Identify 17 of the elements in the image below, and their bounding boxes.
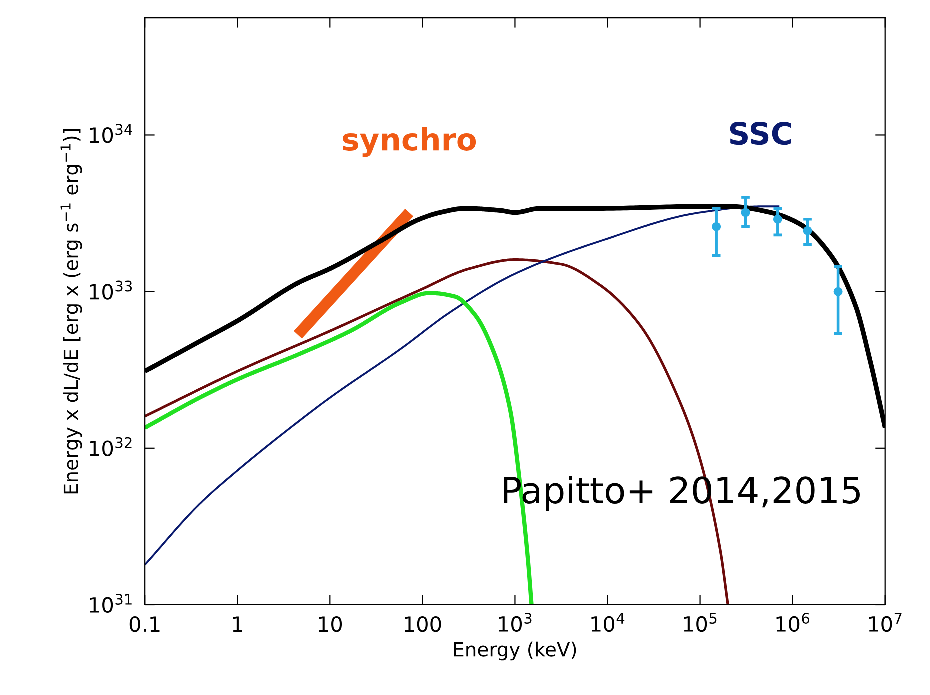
- text: synchro: [343, 127, 476, 158]
- x-tick-label: 10$^{3}$: [499, 612, 532, 632]
- x-tick-label: 10$^{6}$: [776, 612, 810, 632]
- x-tick-label: 10$^{7}$: [869, 613, 902, 632]
- y-tick-label: 10$^{31}$: [90, 594, 132, 614]
- x-tick-label: 1: [233, 616, 242, 632]
- x-axis-title: Energy (keV): [454, 642, 576, 661]
- x-tick-label: 10$^{4}$: [592, 613, 625, 632]
- y-tick-label: 10$^{34}$: [90, 124, 132, 144]
- x-tick-label: 10: [319, 616, 342, 632]
- x-tick-label: 100: [405, 616, 442, 632]
- text: SSC: [730, 122, 792, 146]
- x-tick-label: 0.1: [130, 616, 160, 632]
- x-tick-label: 10$^{5}$: [684, 613, 717, 632]
- y-tick-label: 10$^{32}$: [90, 437, 132, 456]
- y-tick-label: 10$^{33}$: [90, 280, 132, 300]
- y-axis-title: Energy x dL/dE [erg x (erg s$^{−1}$ erg$^{−1}$)]: [60, 129, 82, 494]
